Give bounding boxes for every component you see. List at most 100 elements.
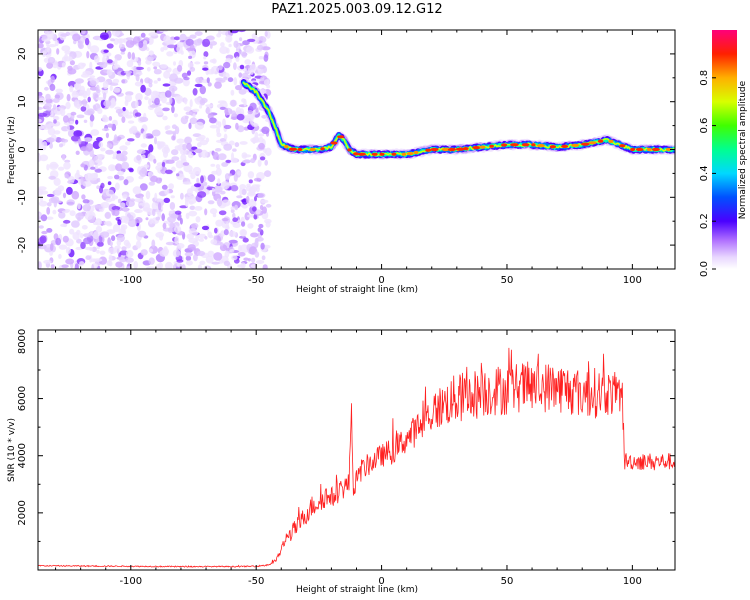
noise-blob [80, 241, 86, 250]
noise-blob [52, 209, 57, 215]
x-tick-label: 0 [378, 576, 384, 587]
noise-blob [241, 221, 246, 227]
noise-blob [183, 76, 190, 81]
noise-blob [194, 206, 203, 211]
snr-y-label: SNR (10 * v/v) [7, 418, 17, 482]
x-tick-label: 100 [623, 576, 642, 587]
noise-blob [89, 247, 94, 251]
noise-blob [192, 108, 200, 113]
noise-blob [120, 51, 126, 55]
noise-blob [55, 88, 63, 94]
x-tick-label: 50 [501, 275, 514, 286]
noise-blob [80, 176, 84, 185]
noise-blob [136, 154, 142, 161]
noise-blob [38, 225, 44, 229]
noise-blob [163, 45, 168, 51]
noise-blob [117, 198, 122, 204]
noise-blob [266, 84, 271, 89]
noise-blob [240, 262, 246, 269]
noise-blob [70, 111, 77, 116]
noise-blob [248, 200, 257, 208]
ridge-peak [425, 148, 432, 152]
noise-blob [148, 144, 154, 153]
noise-blob [46, 193, 55, 198]
noise-blob [148, 181, 155, 186]
noise-blob [260, 76, 265, 82]
noise-blob [230, 116, 238, 120]
noise-blob [100, 182, 105, 189]
noise-blob [111, 30, 121, 37]
noise-blob [109, 241, 113, 247]
noise-blob [244, 59, 251, 65]
noise-blob [211, 261, 220, 265]
spectrogram-marks [38, 30, 675, 269]
noise-blob [194, 61, 201, 65]
noise-blob [186, 233, 194, 240]
noise-blob [106, 143, 113, 148]
ridge-peak [297, 147, 303, 152]
noise-blob [58, 211, 66, 219]
noise-blob [239, 37, 243, 42]
noise-blob [119, 145, 128, 151]
noise-blob [82, 233, 92, 238]
noise-blob [217, 100, 227, 104]
noise-blob [233, 77, 238, 86]
noise-blob [228, 230, 237, 237]
noise-blob [151, 129, 161, 137]
noise-blob [46, 216, 54, 220]
ridge-peak [462, 147, 469, 151]
noise-blob [122, 194, 128, 199]
noise-blob [182, 78, 190, 87]
noise-blob [53, 115, 60, 121]
noise-blob [92, 140, 102, 150]
noise-blob [161, 213, 165, 222]
noise-blob [186, 142, 192, 151]
noise-blob [241, 72, 249, 78]
noise-blob [44, 102, 52, 109]
noise-blob [215, 164, 221, 169]
noise-blob [57, 166, 65, 171]
ridge-peak [561, 144, 569, 148]
noise-blob [218, 210, 227, 216]
noise-blob [181, 72, 188, 79]
ridge-peak [371, 152, 378, 156]
noise-blob [165, 130, 174, 135]
noise-blob [146, 266, 156, 269]
noise-blob [223, 229, 229, 236]
noise-blob [65, 101, 71, 110]
noise-blob [164, 144, 169, 153]
noise-blob [80, 73, 90, 78]
noise-blob [97, 241, 104, 247]
noise-blob [245, 195, 250, 204]
ridge-peak [309, 147, 316, 152]
noise-blob [134, 100, 139, 108]
noise-blob [204, 236, 208, 240]
noise-blob [50, 110, 54, 117]
noise-blob [107, 181, 112, 186]
ridge-peak [619, 144, 626, 148]
noise-blob [163, 197, 171, 203]
noise-blob [158, 191, 167, 197]
noise-blob [89, 80, 97, 87]
noise-blob [251, 184, 260, 190]
noise-blob [264, 170, 272, 178]
noise-blob [82, 204, 92, 212]
noise-blob [139, 116, 149, 123]
ridge-peak [347, 148, 352, 152]
noise-blob [194, 148, 203, 153]
noise-blob [179, 217, 183, 225]
noise-blob [210, 67, 214, 75]
noise-blob [158, 30, 169, 33]
noise-blob [251, 122, 259, 127]
noise-blob [241, 160, 251, 164]
noise-blob [148, 98, 152, 106]
noise-blob [237, 252, 246, 257]
noise-blob [69, 60, 75, 66]
noise-blob [218, 64, 223, 71]
ridge-peak [581, 142, 590, 146]
ridge-peak [430, 147, 439, 152]
noise-blob [63, 161, 71, 170]
noise-blob [215, 167, 222, 176]
ridge-peak [337, 135, 345, 139]
noise-blob [236, 195, 243, 199]
